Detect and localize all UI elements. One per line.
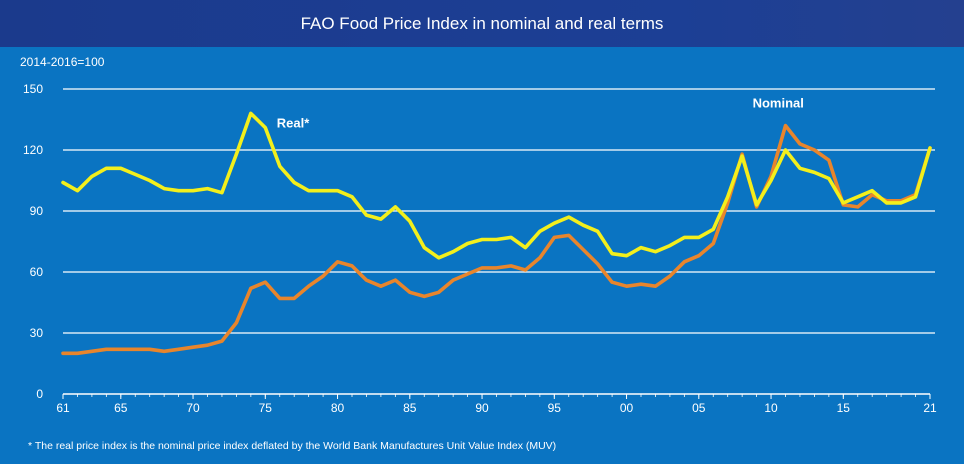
x-tick-label: 00 <box>620 401 634 415</box>
x-tick-label: 15 <box>837 401 851 415</box>
y-tick-label: 30 <box>30 326 44 340</box>
real-series-line <box>61 111 932 260</box>
real-series-label: Real* <box>277 116 310 131</box>
x-tick-label: 70 <box>186 401 200 415</box>
x-tick-label: 61 <box>56 401 70 415</box>
x-tick-label: 95 <box>548 401 562 415</box>
x-tick-label: 85 <box>403 401 417 415</box>
y-tick-label: 120 <box>23 143 43 157</box>
chart-title: FAO Food Price Index in nominal and real… <box>0 0 964 47</box>
x-tick-label: 80 <box>331 401 345 415</box>
nominal-series-label: Nominal <box>753 95 804 110</box>
x-tick-label: 65 <box>114 401 128 415</box>
x-tick-label: 75 <box>259 401 273 415</box>
y-tick-label: 0 <box>36 387 43 401</box>
x-tick-label: 05 <box>692 401 706 415</box>
y-tick-label: 60 <box>30 265 44 279</box>
y-tick-label: 150 <box>23 82 43 96</box>
x-tick-label: 10 <box>764 401 778 415</box>
nominal-series-line <box>61 123 932 356</box>
y-axis-unit-label: 2014-2016=100 <box>20 55 105 69</box>
x-tick-label: 90 <box>475 401 489 415</box>
footnote: * The real price index is the nominal pr… <box>28 440 557 452</box>
x-tick-label: 21 <box>923 401 937 415</box>
y-tick-label: 90 <box>30 204 44 218</box>
